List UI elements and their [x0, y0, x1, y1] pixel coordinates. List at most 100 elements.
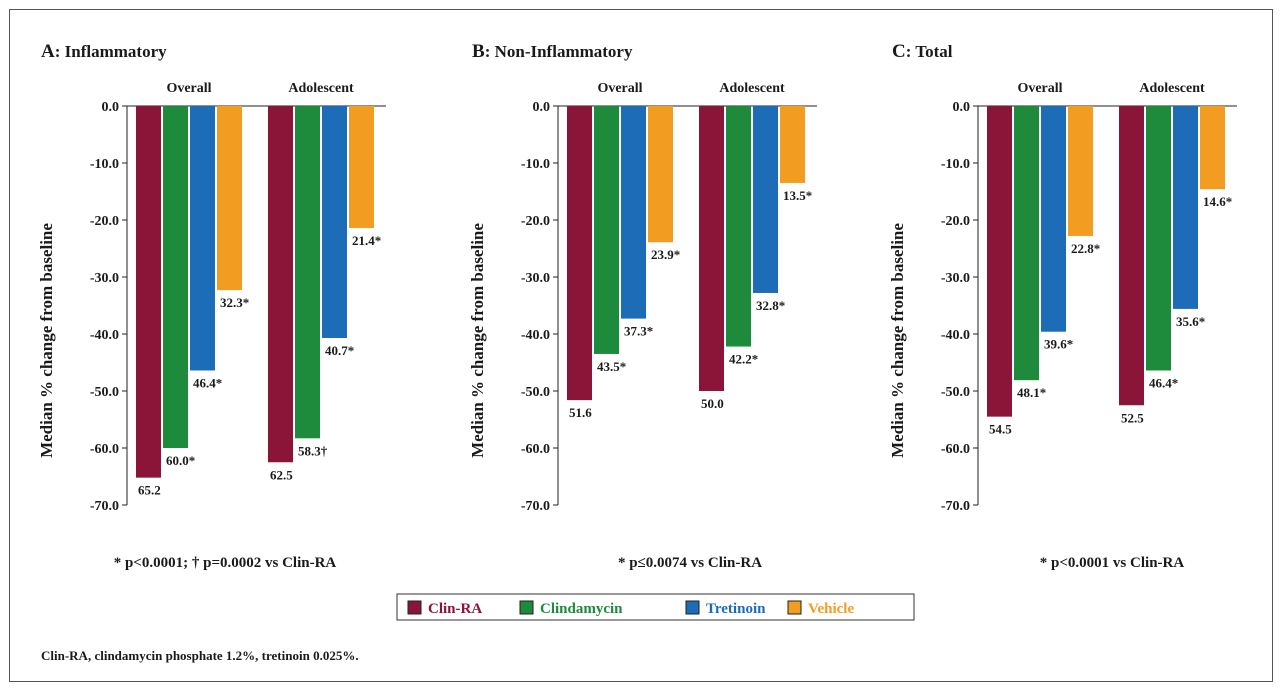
bar-clin-ra	[987, 106, 1012, 417]
data-label: 35.6*	[1176, 314, 1205, 329]
data-label: 65.2	[138, 483, 161, 498]
group-label-adolescent: Adolescent	[1139, 81, 1205, 96]
legend-label: Tretinoin	[706, 601, 766, 617]
bar-clin-ra	[1119, 106, 1144, 406]
chart-figure: A: Inflammatory 0.0 -10.0 -20.0 -30.0 -40.0 -5…	[37, 41, 1237, 663]
legend: Clin-RA Clindamycin Tretinoin Vehicle	[396, 593, 915, 621]
y-tick-label: -60.0	[90, 442, 119, 457]
y-tick-label: -40.0	[521, 328, 550, 343]
bar-tretinoin	[1041, 106, 1066, 332]
y-tick-label: -10.0	[90, 157, 119, 172]
bar-clin-ra	[136, 106, 161, 478]
y-axis-label: Median % change from baseline	[888, 223, 907, 458]
panel-footnote: * p<0.0001; † p=0.0002 vs Clin-RA	[114, 555, 337, 571]
data-label: 43.5*	[597, 359, 626, 374]
panel-a: A: Inflammatory 0.0 -10.0 -20.0 -30.0 -40.0 -5…	[37, 41, 386, 571]
legend-item-tretinoin: Tretinoin	[685, 600, 766, 617]
bar-clindamycin	[163, 106, 188, 448]
data-label: 54.5	[989, 422, 1012, 437]
panel-letter: B	[472, 41, 485, 62]
y-axis-label: Median % change from baseline	[468, 223, 487, 458]
legend-label: Clindamycin	[540, 601, 623, 617]
data-label: 32.8*	[756, 298, 785, 313]
panel-footnote: * p≤0.0074 vs Clin-RA	[618, 555, 762, 571]
group-label-overall: Overall	[1017, 81, 1062, 96]
data-label: 39.6*	[1044, 337, 1073, 352]
bar-tretinoin	[753, 106, 778, 293]
y-tick-label: -60.0	[521, 442, 550, 457]
data-label: 52.5	[1121, 410, 1144, 425]
legend-swatch	[519, 600, 534, 615]
y-tick-label: -20.0	[941, 214, 970, 229]
bar-clindamycin	[1014, 106, 1039, 381]
data-label: 60.0*	[166, 453, 195, 468]
bar-vehicle	[780, 106, 805, 183]
data-label: 46.4*	[1149, 375, 1178, 390]
bar-tretinoin	[322, 106, 347, 338]
bar-clin-ra	[699, 106, 724, 391]
group-label-overall: Overall	[597, 81, 642, 96]
bar-vehicle	[349, 106, 374, 228]
panel-footnote: * p<0.0001 vs Clin-RA	[1040, 555, 1185, 571]
legend-swatch	[787, 600, 802, 615]
group-label-adolescent: Adolescent	[288, 81, 354, 96]
bar-vehicle	[648, 106, 673, 243]
y-tick-label: -10.0	[941, 157, 970, 172]
legend-item-clindamycin: Clindamycin	[519, 600, 623, 617]
panel-title-text: : Total	[906, 42, 953, 61]
data-label: 32.3*	[220, 295, 249, 310]
y-tick-label: 0.0	[102, 100, 120, 115]
data-label: 13.5*	[783, 188, 812, 203]
panel-title-text: : Non-Inflammatory	[485, 42, 633, 61]
bar-clindamycin	[726, 106, 751, 347]
data-label: 40.7*	[325, 343, 354, 358]
bar-vehicle	[217, 106, 242, 291]
panel-letter: A	[41, 41, 55, 62]
abbreviation-note: Clin-RA, clindamycin phosphate 1.2%, tre…	[41, 648, 359, 663]
y-tick-label: -70.0	[941, 499, 970, 514]
y-tick-label: 0.0	[953, 100, 971, 115]
bar-tretinoin	[1173, 106, 1198, 309]
panel-c: C: Total 0.0 -10.0 -20.0 -30.0 -40.0 -50.0 -60.…	[888, 41, 1237, 571]
panel-title-text: : Inflammatory	[55, 42, 167, 61]
y-tick-label: -70.0	[90, 499, 119, 514]
y-tick-label: -50.0	[941, 385, 970, 400]
data-label: 42.2*	[729, 352, 758, 367]
data-label: 62.5	[270, 467, 293, 482]
bar-vehicle	[1068, 106, 1093, 236]
y-tick-label: -20.0	[90, 214, 119, 229]
data-label: 50.0	[701, 396, 724, 411]
y-tick-label: -30.0	[941, 271, 970, 286]
data-label: 14.6*	[1203, 194, 1232, 209]
legend-label: Vehicle	[808, 601, 854, 617]
figure-frame: A: Inflammatory 0.0 -10.0 -20.0 -30.0 -40.0 -5…	[9, 9, 1273, 682]
legend-swatch	[685, 600, 700, 615]
legend-item-clin-ra: Clin-RA	[407, 600, 482, 617]
data-label: 58.3†	[298, 443, 328, 458]
data-label: 51.6	[569, 405, 592, 420]
group-label-adolescent: Adolescent	[719, 81, 785, 96]
panel-title: A: Inflammatory	[41, 41, 167, 62]
bar-tretinoin	[621, 106, 646, 319]
panel-letter: C	[892, 41, 906, 62]
y-tick-label: -50.0	[90, 385, 119, 400]
y-tick-label: -10.0	[521, 157, 550, 172]
bar-vehicle	[1200, 106, 1225, 190]
data-label: 22.8*	[1071, 241, 1100, 256]
bar-clindamycin	[1146, 106, 1171, 371]
y-tick-label: -50.0	[521, 385, 550, 400]
group-label-overall: Overall	[166, 81, 211, 96]
panel-title: C: Total	[892, 41, 953, 62]
y-tick-label: -30.0	[90, 271, 119, 286]
y-axis-label: Median % change from baseline	[37, 223, 56, 458]
data-label: 23.9*	[651, 247, 680, 262]
y-tick-label: -70.0	[521, 499, 550, 514]
bar-clin-ra	[268, 106, 293, 463]
y-tick-label: 0.0	[533, 100, 551, 115]
y-tick-label: -60.0	[941, 442, 970, 457]
bar-clindamycin	[295, 106, 320, 439]
data-label: 37.3*	[624, 324, 653, 339]
data-label: 48.1*	[1017, 385, 1046, 400]
y-tick-label: -40.0	[90, 328, 119, 343]
panel-b: B: Non-Inflammatory 0.0 -10.0 -20.0 -30.0 -40…	[468, 41, 817, 571]
